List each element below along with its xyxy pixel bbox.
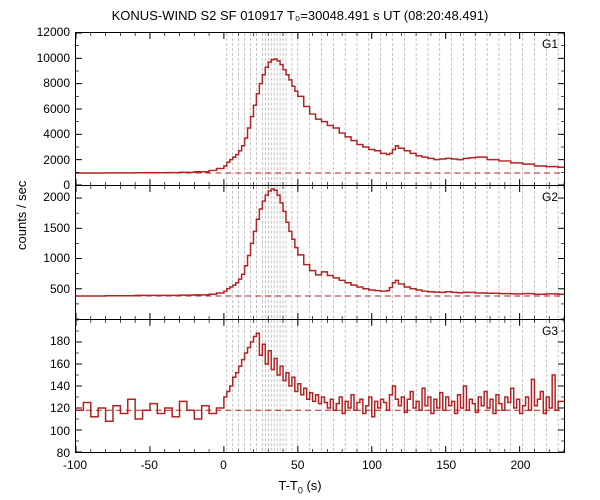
panel-label-G2: G2 — [542, 190, 558, 204]
ytick-label: 10000 — [10, 51, 70, 65]
ytick-label: 12000 — [10, 25, 70, 39]
ytick-label: 160 — [10, 357, 70, 371]
panel-g2: G2 — [75, 185, 565, 319]
chart-title: KONUS-WIND S2 SF 010917 T₀=30048.491 s U… — [0, 8, 600, 23]
xtick-label: 200 — [510, 458, 530, 472]
xtick-label: -50 — [141, 458, 158, 472]
ytick-label: 140 — [10, 379, 70, 393]
x-axis-label: T-T0 (s) — [0, 478, 600, 496]
ytick-label: 120 — [10, 401, 70, 415]
xtick-label: 0 — [220, 458, 227, 472]
ytick-label: 1000 — [10, 251, 70, 265]
panel-g1: G1 — [75, 32, 565, 185]
ytick-label: 6000 — [10, 102, 70, 116]
panel-g3: G3 — [75, 319, 565, 453]
panel-label-G1: G1 — [542, 37, 558, 51]
ytick-label: 100 — [10, 424, 70, 438]
panel-label-G3: G3 — [542, 324, 558, 338]
ytick-label: 2000 — [10, 153, 70, 167]
xtick-label: 150 — [436, 458, 456, 472]
xtick-label: 100 — [362, 458, 382, 472]
ytick-label: 500 — [10, 282, 70, 296]
ytick-label: 1500 — [10, 221, 70, 235]
ytick-label: 180 — [10, 334, 70, 348]
ytick-label: 80 — [10, 446, 70, 460]
xtick-label: 50 — [291, 458, 304, 472]
xtick-label: -100 — [63, 458, 87, 472]
ytick-label: 4000 — [10, 127, 70, 141]
ytick-label: 2000 — [10, 190, 70, 204]
ytick-label: 8000 — [10, 76, 70, 90]
